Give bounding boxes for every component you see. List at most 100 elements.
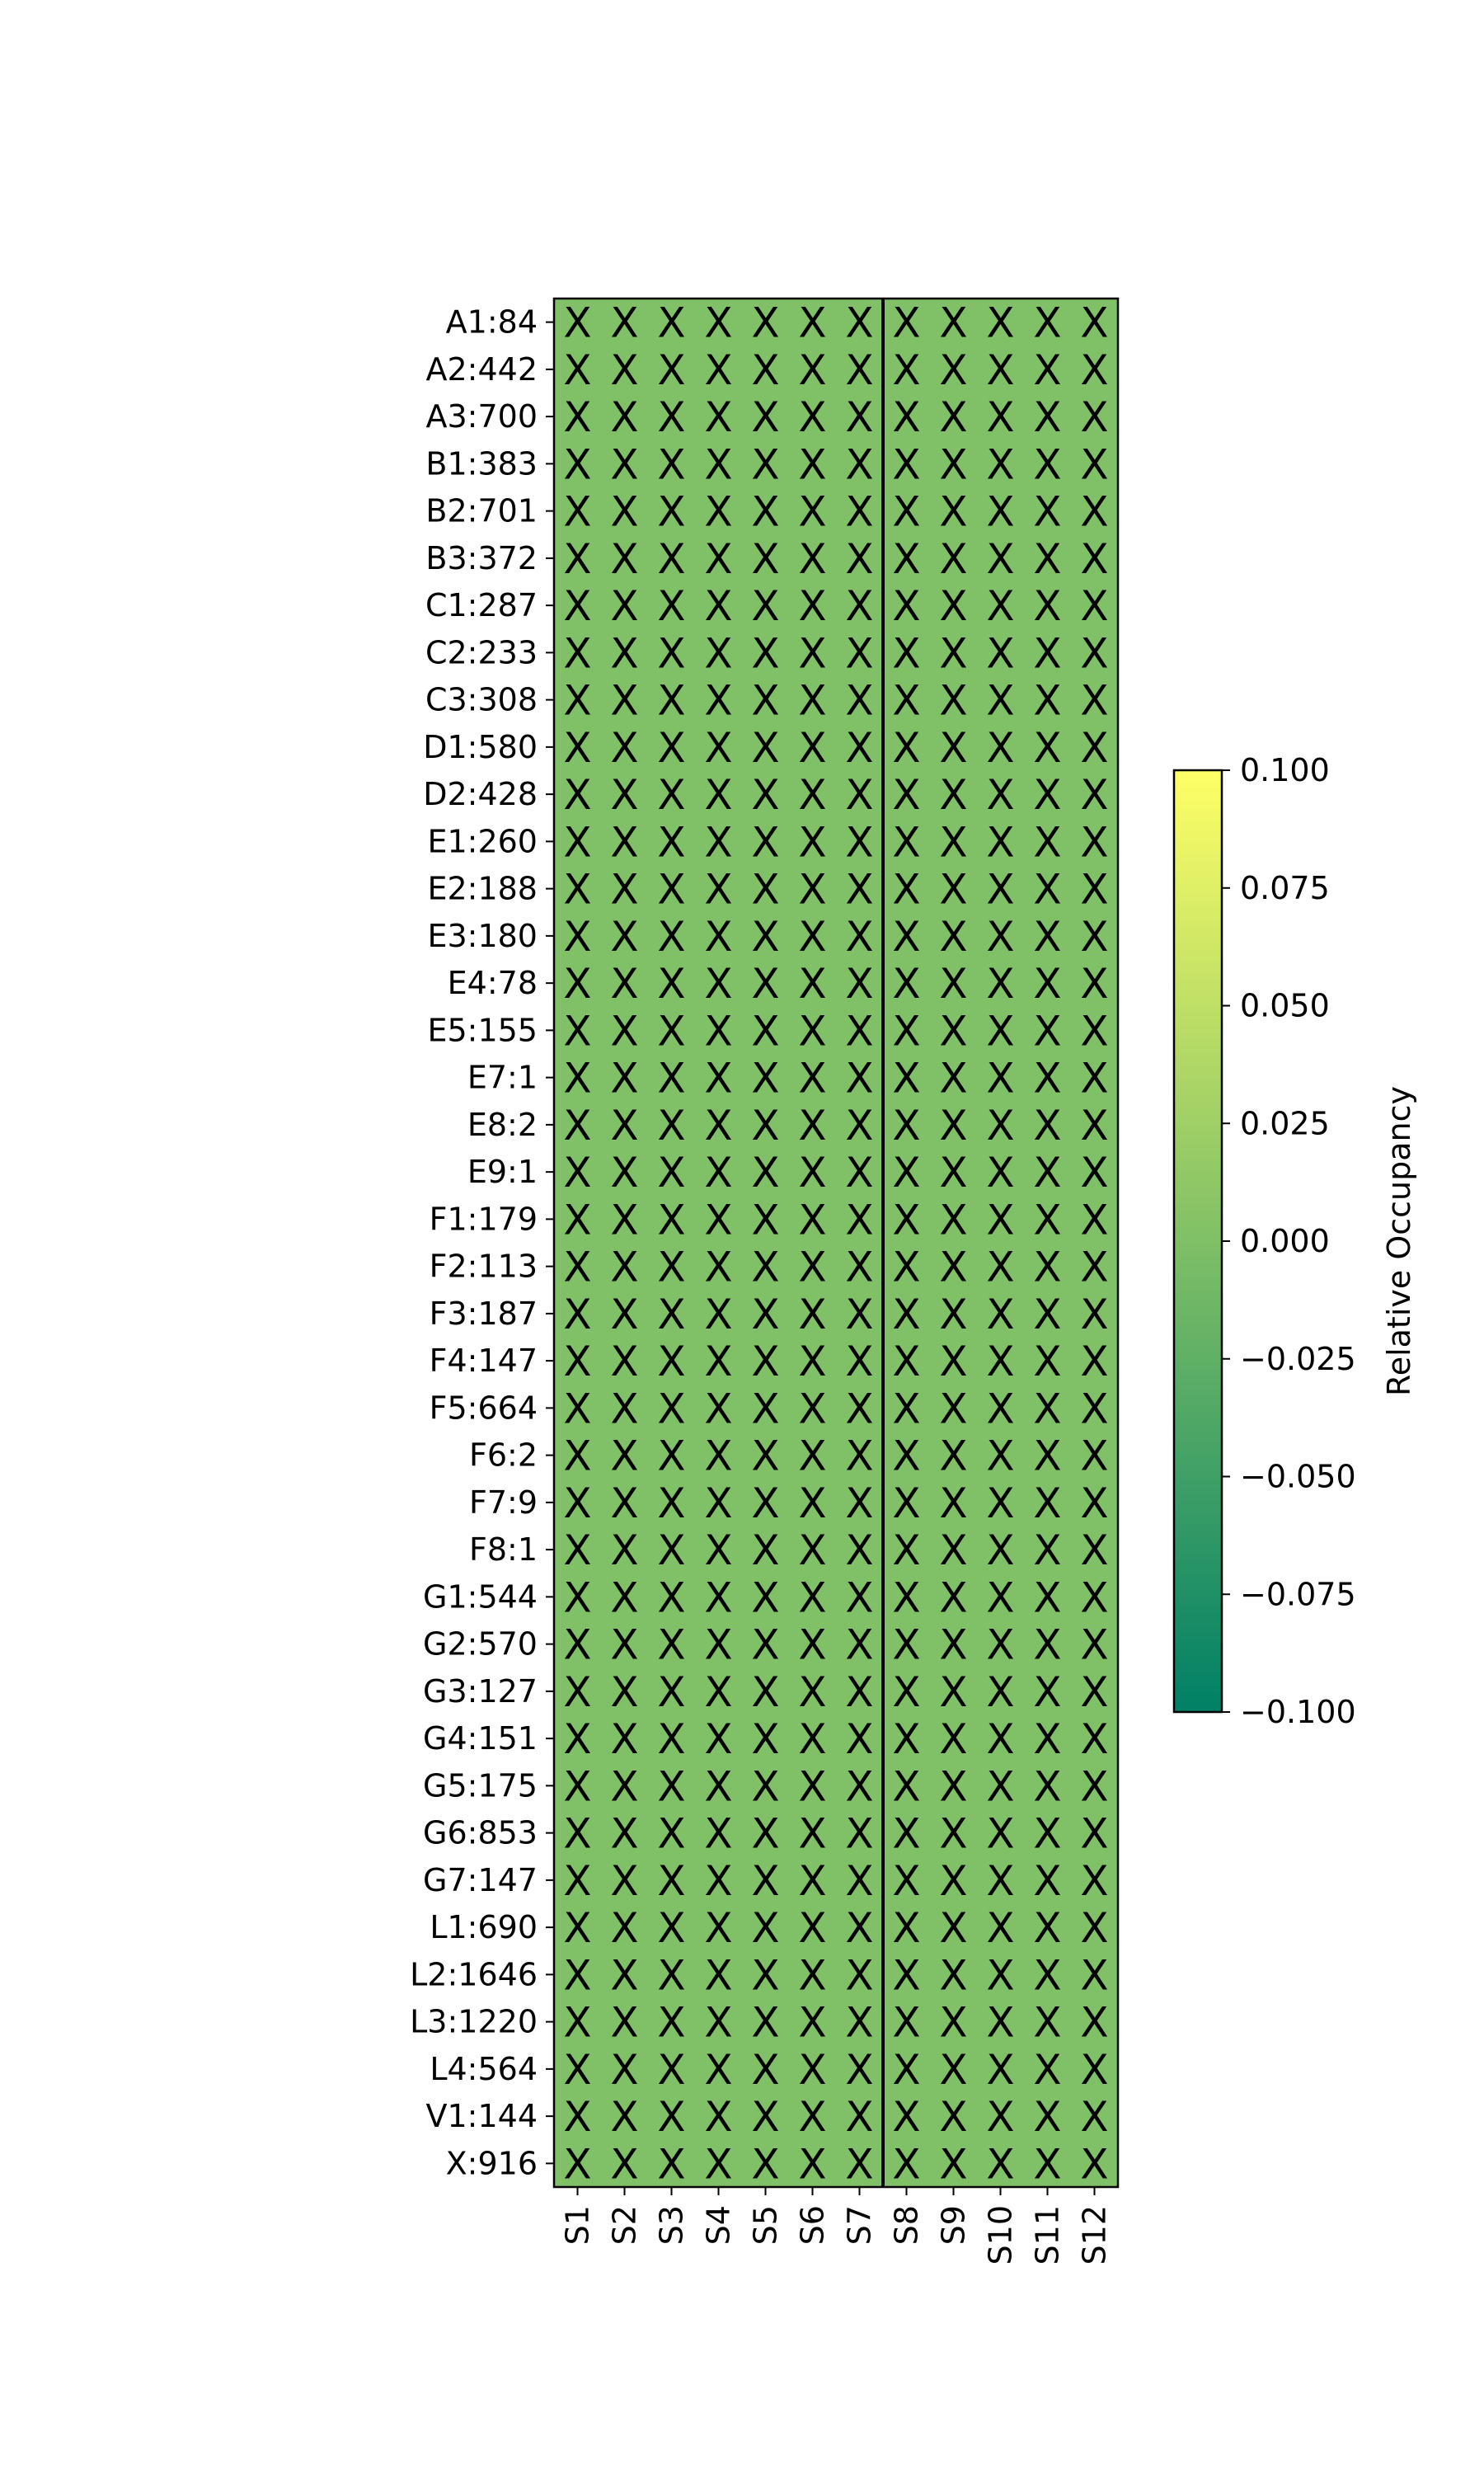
heatmap-cell <box>601 1856 649 1904</box>
heatmap-cell <box>977 2092 1025 2141</box>
heatmap-cell <box>836 1714 884 1763</box>
cell-marker: X <box>892 1573 920 1621</box>
heatmap-cell <box>883 628 931 677</box>
heatmap-cell <box>695 1667 743 1715</box>
cell-marker: X <box>1080 440 1108 488</box>
heatmap-cell <box>930 1573 978 1621</box>
heatmap-cell <box>554 440 602 488</box>
cell-marker: X <box>939 818 967 866</box>
heatmap-cell <box>836 1290 884 1338</box>
cell-marker: X <box>704 488 732 536</box>
cell-marker: X <box>657 771 685 819</box>
heatmap-cell <box>554 2139 602 2188</box>
cell-marker: X <box>1033 1244 1061 1291</box>
cell-marker: X <box>1033 1715 1061 1763</box>
cell-marker: X <box>1033 1338 1061 1385</box>
heatmap-cell <box>554 865 602 913</box>
x-tick-label: S9 <box>936 2205 972 2245</box>
heatmap-cell <box>836 346 884 393</box>
colorbar-tick-label: 0.050 <box>1240 988 1330 1024</box>
cell-marker: X <box>1080 866 1108 914</box>
cell-marker: X <box>704 1055 732 1103</box>
heatmap-cell <box>836 1432 884 1479</box>
y-tick-label: G5:175 <box>423 1767 538 1804</box>
colorbar-tick-label: 0.025 <box>1240 1105 1330 1141</box>
heatmap-cell <box>648 1148 696 1197</box>
heatmap-cell <box>554 1856 602 1904</box>
cell-marker: X <box>986 1055 1014 1103</box>
cell-marker: X <box>1080 1291 1108 1338</box>
cell-marker: X <box>657 488 685 536</box>
cell-marker: X <box>1080 724 1108 772</box>
x-tick-label: S4 <box>701 2205 737 2245</box>
cell-marker: X <box>939 1810 967 1858</box>
x-tick-label: S3 <box>654 2205 690 2245</box>
heatmap-cell <box>977 1950 1025 1999</box>
y-tick-label: L4:564 <box>430 2051 538 2087</box>
cell-marker: X <box>657 440 685 488</box>
heatmap-cell <box>930 1432 978 1479</box>
heatmap-cell <box>977 1054 1025 1102</box>
heatmap-cell <box>1024 1526 1072 1574</box>
heatmap-cell <box>836 299 884 346</box>
cell-marker: X <box>1033 866 1061 914</box>
heatmap-cell <box>1071 628 1119 677</box>
heatmap-cell <box>1024 1195 1072 1244</box>
heatmap-cell <box>695 817 743 866</box>
cell-marker: X <box>798 2093 826 2141</box>
heatmap-cell <box>554 1667 602 1715</box>
cell-marker: X <box>563 1338 591 1385</box>
heatmap-cell <box>742 487 790 535</box>
heatmap-cell <box>695 1714 743 1763</box>
heatmap-cell <box>695 581 743 630</box>
heatmap-cell <box>977 1620 1025 1668</box>
heatmap-cell <box>601 1573 649 1621</box>
cell-marker: X <box>1033 440 1061 488</box>
cell-marker: X <box>751 629 779 677</box>
heatmap-cell <box>648 1101 696 1149</box>
heatmap-cell <box>1024 912 1072 960</box>
heatmap-cell <box>883 959 931 1008</box>
cell-marker: X <box>563 1810 591 1858</box>
y-tick-label: F1:179 <box>430 1201 538 1237</box>
heatmap-cell <box>977 1243 1025 1291</box>
cell-marker: X <box>751 1762 779 1810</box>
heatmap-cell <box>648 1809 696 1857</box>
cell-marker: X <box>751 677 779 725</box>
cell-marker: X <box>563 1857 591 1905</box>
cell-marker: X <box>798 1244 826 1291</box>
cell-marker: X <box>704 535 732 583</box>
cell-marker: X <box>1033 1999 1061 2047</box>
cell-marker: X <box>798 1338 826 1385</box>
y-tick-label: F6:2 <box>469 1437 538 1474</box>
cell-marker: X <box>563 1762 591 1810</box>
heatmap-cell <box>1071 1243 1119 1291</box>
x-tick-label: S8 <box>889 2205 925 2245</box>
heatmap-cell <box>1024 1337 1072 1385</box>
cell-marker: X <box>704 724 732 772</box>
heatmap-cell <box>695 959 743 1008</box>
heatmap-cell <box>695 1243 743 1291</box>
cell-marker: X <box>1033 299 1061 347</box>
heatmap-cell <box>554 1337 602 1385</box>
heatmap-cell <box>883 2139 931 2188</box>
heatmap-cell <box>1071 865 1119 913</box>
heatmap-cell <box>1071 393 1119 441</box>
heatmap-cell <box>789 1667 837 1715</box>
y-tick-label: A2:442 <box>425 351 538 388</box>
heatmap-cell <box>601 1761 649 1810</box>
heatmap-cell <box>742 1809 790 1857</box>
cell-marker: X <box>610 818 638 866</box>
cell-marker: X <box>751 1668 779 1716</box>
heatmap-cell <box>883 1998 931 2046</box>
heatmap-cell <box>648 440 696 488</box>
heatmap-cell <box>695 534 743 582</box>
colorbar-tick-label: 0.100 <box>1240 752 1330 788</box>
x-tick-label: S2 <box>607 2205 643 2245</box>
cell-marker: X <box>986 1715 1014 1763</box>
cell-marker: X <box>939 771 967 819</box>
heatmap-cell <box>1024 817 1072 866</box>
y-tick-label: L3:1220 <box>410 2004 538 2040</box>
cell-marker: X <box>657 582 685 630</box>
heatmap-cell <box>977 1290 1025 1338</box>
